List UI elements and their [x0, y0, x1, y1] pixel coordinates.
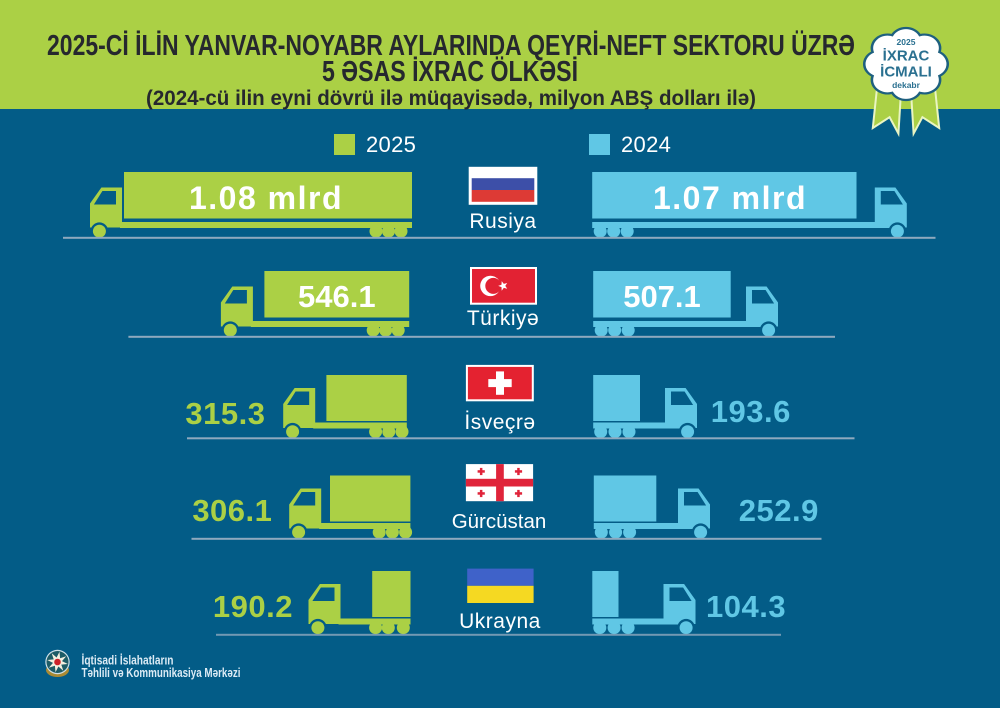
svg-text:2025: 2025: [366, 132, 416, 157]
svg-text:104.3: 104.3: [706, 589, 786, 624]
svg-text:2025-Cİ İLİN YANVAR-NOYABR AYL: 2025-Cİ İLİN YANVAR-NOYABR AYLARINDA QEY…: [47, 29, 855, 62]
svg-text:5 ƏSAS İXRAC ÖLKƏSİ: 5 ƏSAS İXRAC ÖLKƏSİ: [322, 55, 578, 88]
svg-text:Rusiya: Rusiya: [469, 210, 536, 233]
svg-text:507.1: 507.1: [623, 279, 701, 314]
svg-text:İqtisadi İslahatların: İqtisadi İslahatların: [82, 653, 174, 668]
svg-text:306.1: 306.1: [192, 493, 272, 528]
svg-text:Türkiyə: Türkiyə: [467, 307, 539, 330]
svg-text:2024: 2024: [621, 132, 671, 157]
svg-text:Təhlili və Kommunikasiya Mərkə: Təhlili və Kommunikasiya Mərkəzi: [82, 666, 241, 680]
svg-text:1.08 mlrd: 1.08 mlrd: [189, 180, 343, 216]
svg-text:190.2: 190.2: [213, 589, 293, 624]
svg-text:Gürcüstan: Gürcüstan: [452, 510, 547, 533]
svg-text:dekabr: dekabr: [892, 80, 921, 90]
svg-text:İCMALI: İCMALI: [880, 63, 932, 80]
svg-text:1.07 mlrd: 1.07 mlrd: [653, 180, 807, 216]
svg-text:546.1: 546.1: [298, 279, 376, 314]
svg-text:(2024-cü ilin eyni dövrü ilə m: (2024-cü ilin eyni dövrü ilə müqayisədə,…: [146, 87, 756, 110]
svg-text:2025: 2025: [897, 37, 916, 47]
svg-text:193.6: 193.6: [711, 394, 791, 429]
svg-text:252.9: 252.9: [739, 493, 819, 528]
svg-text:İXRAC: İXRAC: [883, 48, 930, 65]
svg-text:İsveçrə: İsveçrə: [464, 411, 535, 434]
svg-text:315.3: 315.3: [185, 396, 265, 431]
svg-text:Ukrayna: Ukrayna: [459, 610, 541, 633]
